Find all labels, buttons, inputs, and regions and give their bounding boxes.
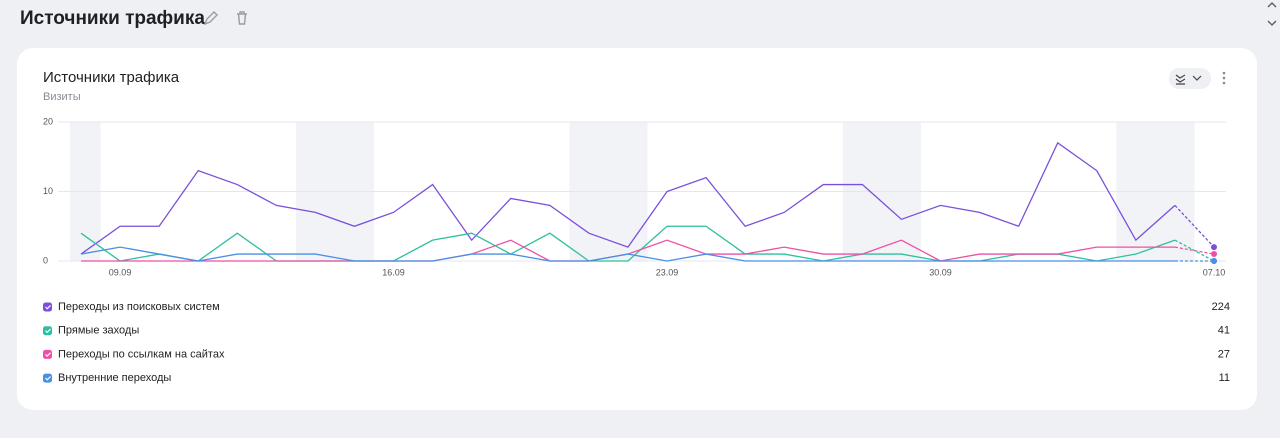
legend-check bbox=[45, 376, 51, 381]
y-tick-label: 10 bbox=[43, 186, 53, 196]
chart-type-button[interactable] bbox=[1169, 68, 1211, 89]
legend-check bbox=[45, 352, 51, 357]
legend-total: 11 bbox=[1219, 372, 1230, 384]
legend-checkbox bbox=[43, 349, 52, 359]
scroll-arrows[interactable] bbox=[1267, 2, 1277, 26]
x-tick-label: 07.10 bbox=[1203, 267, 1226, 277]
edit-icon[interactable] bbox=[203, 11, 218, 26]
legend-total: 41 bbox=[1218, 325, 1230, 337]
last-point bbox=[1211, 251, 1217, 258]
legend-checkbox bbox=[43, 373, 52, 383]
legend-label: Прямые заходы bbox=[58, 325, 139, 337]
x-tick-label: 16.09 bbox=[382, 267, 405, 277]
series-line bbox=[80, 225, 1176, 262]
page-title: Источники трафика bbox=[20, 8, 205, 29]
series-line-partial bbox=[1174, 246, 1215, 255]
series-line bbox=[80, 141, 1176, 255]
y-tick-label: 0 bbox=[43, 255, 48, 265]
series-line-partial bbox=[1174, 239, 1215, 262]
legend-label: Переходы из поисковых систем bbox=[58, 301, 220, 313]
x-tick-label: 30.09 bbox=[929, 267, 952, 277]
legend-total: 27 bbox=[1218, 348, 1230, 360]
series-line bbox=[80, 246, 1175, 262]
chart-title: Источники трафика bbox=[43, 69, 180, 86]
legend-checkbox bbox=[43, 326, 52, 336]
legend-check bbox=[45, 304, 51, 310]
last-point bbox=[1211, 244, 1217, 251]
legend-total: 224 bbox=[1212, 301, 1230, 313]
chart-type-icon bbox=[1175, 74, 1202, 85]
x-tick-label: 09.09 bbox=[109, 267, 132, 277]
last-point bbox=[1211, 258, 1217, 264]
y-tick-label: 20 bbox=[43, 116, 53, 126]
legend-label: Внутренние переходы bbox=[58, 372, 171, 384]
delete-icon[interactable] bbox=[237, 11, 247, 25]
menu-button[interactable] bbox=[1222, 71, 1226, 85]
x-tick-label: 23.09 bbox=[656, 267, 679, 277]
series-line-partial bbox=[1174, 204, 1215, 248]
chart-subtitle: Визиты bbox=[43, 91, 81, 103]
legend-checkbox bbox=[43, 302, 52, 312]
legend-check bbox=[45, 328, 51, 334]
legend-label: Переходы по ссылкам на сайтах bbox=[58, 348, 225, 360]
